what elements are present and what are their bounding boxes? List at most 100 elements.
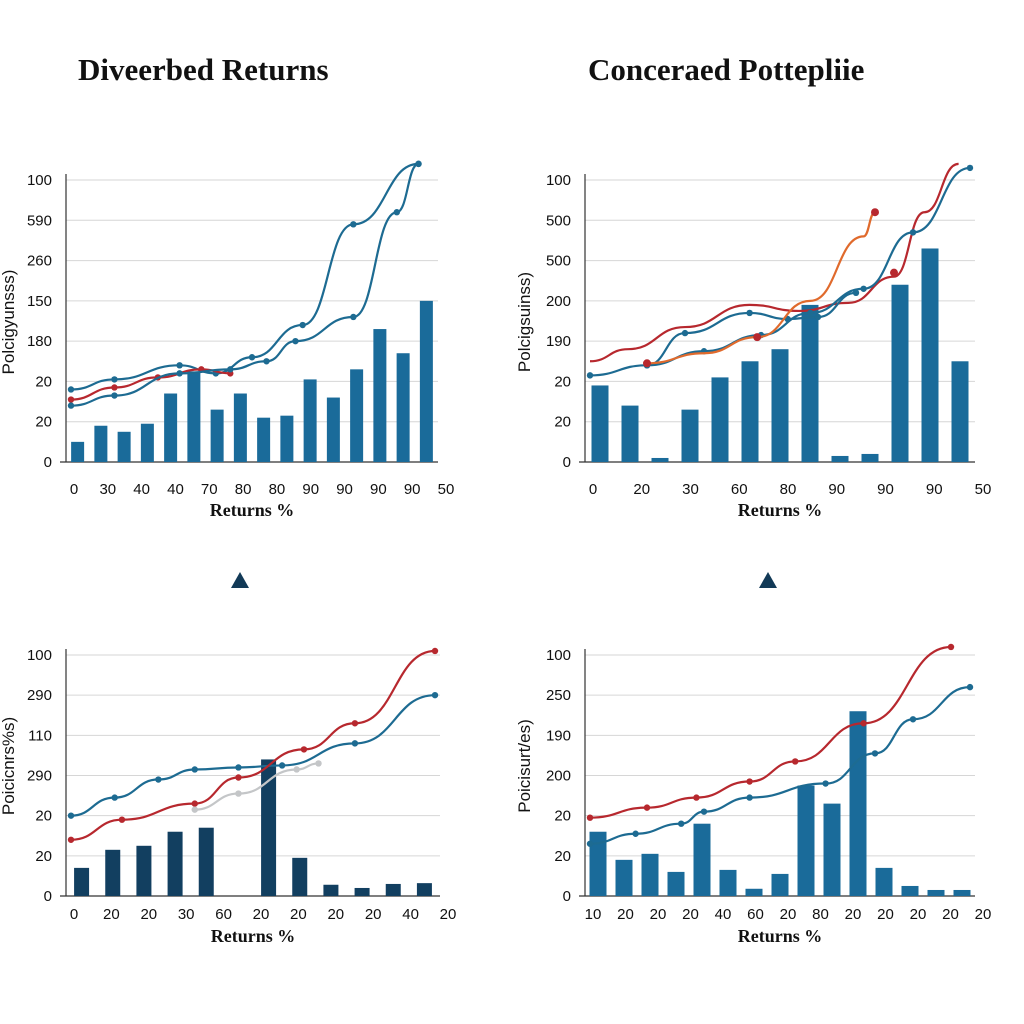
x-tick-label: 40 [133,481,150,498]
series-point [871,208,879,217]
x-tick-label: 0 [589,481,597,498]
y-tick-label: 100 [546,647,571,664]
series-point [431,691,439,699]
x-tick-label: 90 [404,481,421,498]
series-point [263,358,270,365]
bar [741,361,759,462]
y-tick-label: 290 [27,768,52,785]
x-tick-label: 90 [336,481,353,498]
series-point [235,774,242,781]
series-point [852,289,860,296]
y-tick-label: 20 [35,373,52,390]
series-point [860,720,867,727]
y-tick-label: 100 [546,172,571,189]
series-point [643,804,651,811]
series-point [176,370,183,377]
series-line-blue [589,686,971,845]
y-tick-label: 0 [44,454,52,471]
series-line-orange [646,211,876,365]
y-tick-label: 20 [35,808,52,825]
x-tick-label: 40 [402,906,419,923]
y-tick-label: 20 [554,373,571,390]
series-point [235,764,242,771]
x-tick-label: 20 [290,906,307,923]
bar [326,397,340,462]
bar [257,417,271,462]
bar [831,455,849,462]
x-tick-label: 20 [327,906,344,923]
bar [849,711,867,896]
x-axis-label: Returns % [738,926,823,946]
y-tick-label: 20 [554,848,571,865]
x-tick-label: 80 [235,481,252,498]
x-tick-label: 20 [682,906,699,923]
x-tick-label: 20 [942,906,959,923]
bar [164,393,178,462]
x-tick-label: 10 [585,906,602,923]
x-tick-label: 80 [269,481,286,498]
series-point [393,209,400,216]
y-tick-label: 100 [27,647,52,664]
y-tick-label: 0 [563,888,571,905]
bar [719,869,737,896]
series-point [909,229,917,236]
series-point [191,800,198,807]
bar [801,304,819,462]
series-point [67,836,75,843]
x-tick-label: 0 [70,906,78,923]
x-tick-label: 20 [633,481,650,498]
x-tick-label: 40 [167,481,184,498]
series-point [678,820,685,827]
series-point [586,372,594,379]
bar [261,759,277,896]
bar [693,823,711,896]
series-point [890,268,898,277]
series-line-blue-b [70,162,419,407]
series-point [111,384,118,391]
x-tick-label: 20 [440,906,457,923]
x-tick-label: 20 [103,906,120,923]
bar [117,431,131,462]
series-point [753,333,762,342]
y-axis-label: Polcigyunsss) [0,270,18,375]
x-tick-label: 50 [975,481,992,498]
bar [419,300,433,462]
x-tick-label: 30 [178,906,195,923]
bar [233,393,247,462]
x-axis-label: Returns % [211,926,296,946]
series-point [300,746,308,753]
chart-title-left: Diveerbed Returns [78,52,329,87]
y-tick-label: 590 [27,212,52,229]
series-point [966,164,974,172]
bar [771,349,789,462]
series-point [693,794,700,801]
y-tick-label: 500 [546,253,571,270]
bar [591,385,609,462]
bar [94,425,108,462]
series-point [586,840,594,847]
series-point [746,309,753,317]
x-tick-label: 70 [201,481,218,498]
series-point [947,643,955,651]
x-tick-label: 60 [215,906,232,923]
series-point [293,766,300,773]
y-tick-label: 500 [546,212,571,229]
y-tick-label: 150 [27,293,52,310]
x-tick-label: 20 [910,906,927,923]
bar [187,371,201,462]
bar [350,369,364,462]
y-axis-label: Poicicnrs%s) [0,717,18,815]
series-point [351,740,359,747]
x-tick-label: 30 [682,481,699,498]
series-point [67,402,75,409]
x-tick-label: 80 [812,906,829,923]
series-point [67,396,75,403]
x-tick-label: 50 [438,481,455,498]
x-tick-label: 20 [877,906,894,923]
bar [74,867,90,896]
chart-title-right: Conceraed Pottepliie [588,52,865,87]
